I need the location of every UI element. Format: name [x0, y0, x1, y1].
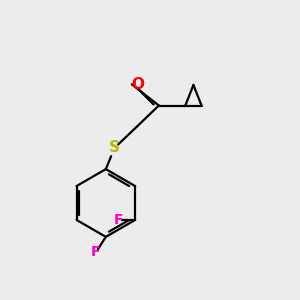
Text: O: O — [131, 77, 144, 92]
Text: S: S — [109, 140, 120, 155]
Text: F: F — [91, 245, 100, 259]
Text: F: F — [114, 213, 124, 227]
